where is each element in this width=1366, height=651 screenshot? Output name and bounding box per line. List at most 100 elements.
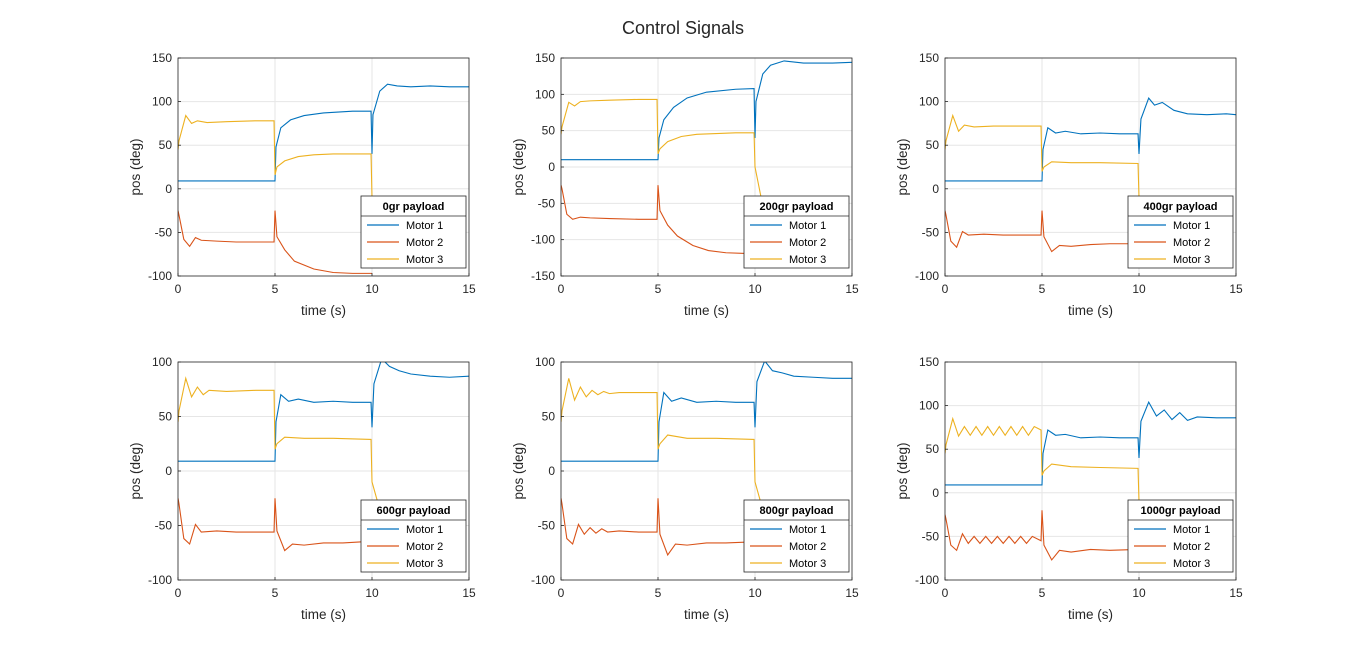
axes-box — [944, 57, 1237, 277]
y-tick-label: 50 — [159, 138, 173, 152]
y-tick-label: 100 — [152, 355, 172, 369]
y-tick-label: -100 — [148, 269, 172, 283]
legend-box — [360, 499, 467, 573]
legend-title: 0gr payload — [383, 201, 445, 213]
series-line-motor-3 — [178, 376, 379, 503]
y-tick-label: 100 — [535, 355, 555, 369]
x-axis-label: time (s) — [1068, 303, 1113, 318]
y-tick-label: 0 — [165, 464, 172, 478]
x-tick-label: 10 — [1132, 586, 1146, 600]
y-tick-label: 150 — [152, 51, 172, 65]
legend-title: 600gr payload — [377, 505, 451, 517]
y-tick-label: -100 — [148, 573, 172, 587]
legend-entry: Motor 2 — [1173, 237, 1210, 249]
legend-title: 1000gr payload — [1140, 505, 1220, 517]
series-line-motor-1 — [178, 83, 469, 182]
x-axis-label: time (s) — [301, 303, 346, 318]
series-line-motor-3 — [178, 114, 377, 227]
figure-title: Control Signals — [621, 18, 745, 38]
y-tick-label: -100 — [915, 573, 939, 587]
y-tick-label: -50 — [155, 519, 173, 533]
x-tick-label: 5 — [272, 282, 279, 296]
legend-entry: Motor 3 — [789, 254, 826, 266]
y-tick-label: -50 — [922, 225, 940, 239]
legend-title: 800gr payload — [760, 505, 834, 517]
x-tick-label: 5 — [1039, 282, 1046, 296]
x-tick-label: 0 — [558, 282, 565, 296]
subplot-6: 0 5 10 15 -100 -50 0 50 100 150 time (s) pos (deg) 1… — [895, 355, 1243, 622]
x-tick-label: 10 — [1132, 282, 1146, 296]
legend-entry: Motor 1 — [406, 220, 443, 232]
legend: 1000gr payload Motor 1 Motor 2 Motor 3 — [1127, 499, 1234, 573]
x-axis-label: time (s) — [301, 607, 346, 622]
x-tick-label: 15 — [462, 586, 476, 600]
y-tick-label: 0 — [165, 182, 172, 196]
x-axis-label: time (s) — [684, 303, 729, 318]
y-tick-label: -50 — [538, 519, 556, 533]
x-tick-label: 15 — [1229, 586, 1243, 600]
y-axis-label: pos (deg) — [895, 442, 910, 499]
x-tick-label: 5 — [655, 282, 662, 296]
series-line-motor-3 — [945, 416, 1146, 519]
x-tick-label: 0 — [175, 586, 182, 600]
series-line-motor-2 — [178, 210, 372, 274]
legend-box — [360, 195, 467, 269]
x-tick-label: 15 — [845, 586, 859, 600]
legend-entry: Motor 3 — [1173, 558, 1210, 570]
y-tick-label: 0 — [932, 182, 939, 196]
x-tick-label: 0 — [942, 282, 949, 296]
x-tick-label: 0 — [558, 586, 565, 600]
y-tick-label: -150 — [531, 269, 555, 283]
y-tick-label: 100 — [535, 87, 555, 101]
legend-box — [1127, 499, 1234, 573]
series-line-motor-3 — [945, 113, 1146, 215]
legend-entry: Motor 3 — [1173, 254, 1210, 266]
y-tick-label: 150 — [919, 355, 939, 369]
subplot-5: 0 5 10 15 -100 -50 0 50 100 time (s) pos (deg) 800g… — [511, 355, 859, 622]
y-tick-label: 50 — [926, 442, 940, 456]
y-axis-label: pos (deg) — [511, 442, 526, 499]
legend-entry: Motor 3 — [789, 558, 826, 570]
legend: 600gr payload Motor 1 Motor 2 Motor 3 — [360, 499, 467, 573]
legend-entry: Motor 2 — [789, 541, 826, 553]
series-line-motor-2 — [561, 498, 755, 557]
series-line-motor-2 — [178, 498, 372, 552]
y-tick-label: 50 — [926, 138, 940, 152]
y-tick-label: 100 — [919, 399, 939, 413]
series-line-motor-1 — [945, 97, 1236, 182]
y-tick-label: -50 — [155, 225, 173, 239]
y-axis-label: pos (deg) — [128, 442, 143, 499]
x-tick-label: 15 — [462, 282, 476, 296]
legend-entry: Motor 1 — [789, 220, 826, 232]
y-tick-label: 50 — [159, 410, 173, 424]
series-line-motor-1 — [561, 362, 852, 462]
x-tick-label: 5 — [272, 586, 279, 600]
y-tick-label: 0 — [932, 486, 939, 500]
y-axis-label: pos (deg) — [128, 138, 143, 195]
legend-entry: Motor 1 — [1173, 524, 1210, 536]
x-tick-label: 5 — [655, 586, 662, 600]
y-tick-label: -100 — [531, 573, 555, 587]
x-tick-label: 0 — [175, 282, 182, 296]
legend-entry: Motor 1 — [789, 524, 826, 536]
legend-title: 200gr payload — [760, 201, 834, 213]
y-axis-label: pos (deg) — [511, 138, 526, 195]
legend-entry: Motor 2 — [1173, 541, 1210, 553]
x-axis-label: time (s) — [684, 607, 729, 622]
legend-entry: Motor 3 — [406, 254, 443, 266]
legend-box — [743, 499, 850, 573]
x-tick-label: 10 — [748, 282, 762, 296]
legend-entry: Motor 1 — [406, 524, 443, 536]
y-tick-label: -50 — [922, 529, 940, 543]
y-tick-label: 100 — [152, 95, 172, 109]
x-tick-label: 15 — [1229, 282, 1243, 296]
y-tick-label: -100 — [915, 269, 939, 283]
series-line-motor-2 — [945, 210, 1139, 253]
x-axis-label: time (s) — [1068, 607, 1113, 622]
series-line-motor-1 — [178, 362, 469, 462]
x-tick-label: 0 — [942, 586, 949, 600]
series-line-motor-2 — [561, 185, 755, 255]
y-tick-label: 0 — [548, 160, 555, 174]
y-tick-label: 150 — [535, 51, 555, 65]
